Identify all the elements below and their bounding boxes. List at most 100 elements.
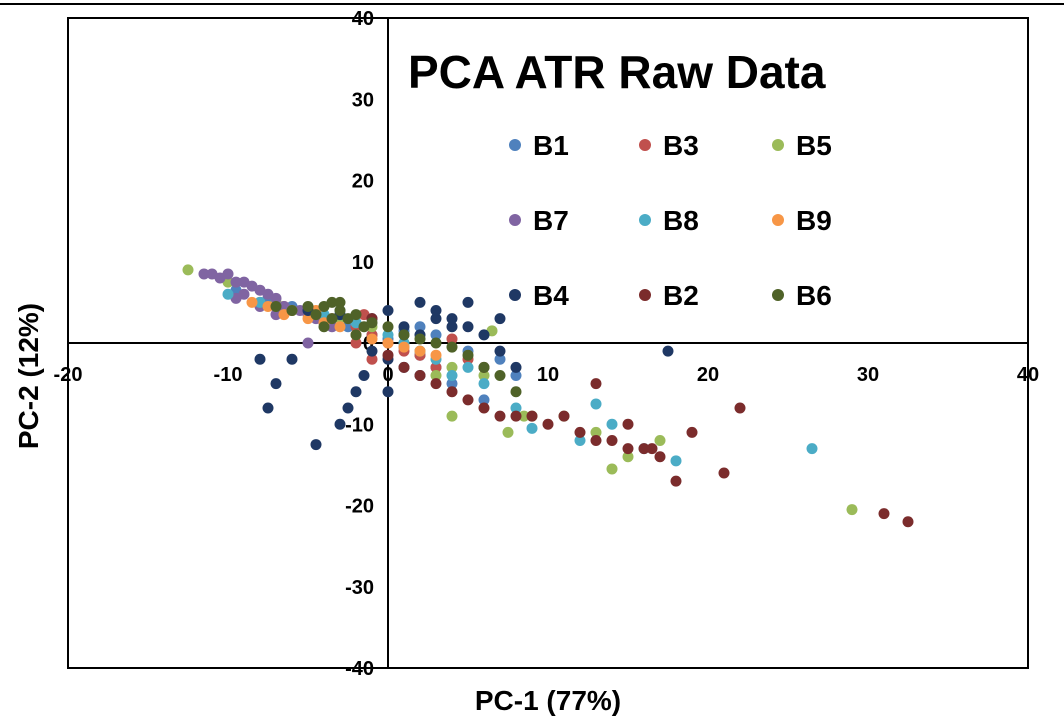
data-point-b2 <box>590 435 602 446</box>
legend-label-b5: B5 <box>796 130 832 161</box>
data-point-b2 <box>622 418 634 430</box>
y-axis-title: PC-2 (12%) <box>13 303 44 449</box>
data-point-b6 <box>310 309 322 321</box>
data-point-b6 <box>510 386 522 398</box>
data-point-b4 <box>334 418 346 430</box>
data-point-b1 <box>446 378 458 390</box>
data-point-b2 <box>526 410 538 422</box>
data-point-b7 <box>270 309 282 321</box>
data-point-b7 <box>222 268 234 280</box>
data-point-b2 <box>606 435 618 446</box>
x-tick-label: 0 <box>382 364 393 386</box>
x-axis-title: PC-1 (77%) <box>475 685 621 716</box>
data-point-b5 <box>182 264 194 276</box>
data-point-b6 <box>286 305 298 316</box>
data-point-b9 <box>334 321 346 333</box>
data-point-b6 <box>366 317 378 329</box>
data-point-b4 <box>262 402 274 414</box>
x-tick-label: -20 <box>54 364 83 386</box>
data-point-b6 <box>326 313 338 325</box>
legend-label-b2: B2 <box>663 280 699 311</box>
data-point-b4 <box>342 402 354 414</box>
data-point-b2 <box>542 418 554 430</box>
data-point-b6 <box>462 349 474 361</box>
data-point-b6 <box>446 341 458 353</box>
data-point-b3 <box>446 333 458 345</box>
data-point-b6 <box>334 305 346 316</box>
legend-marker-b8 <box>639 214 651 226</box>
data-point-b4 <box>494 313 506 325</box>
legend: B1 B3 B5 B7 B8 B9 B4 B2 B6 <box>509 130 832 311</box>
legend-label-b9: B9 <box>796 205 832 236</box>
data-point-b1 <box>494 353 506 365</box>
data-point-b5 <box>622 451 634 463</box>
legend-marker-b7 <box>509 214 521 226</box>
data-point-b4 <box>478 329 490 341</box>
data-point-b2 <box>646 443 658 455</box>
x-tick-label: 20 <box>697 364 719 386</box>
data-point-b4 <box>430 305 442 316</box>
data-point-b9 <box>430 349 442 361</box>
data-point-b4 <box>446 321 458 333</box>
data-point-b9 <box>382 337 394 349</box>
data-point-b6 <box>398 329 410 341</box>
data-point-b9 <box>366 333 378 345</box>
data-point-b5 <box>478 370 490 381</box>
y-tick-label: -30 <box>345 577 374 599</box>
data-points <box>182 264 914 528</box>
data-point-b4 <box>382 386 394 398</box>
data-point-b2 <box>638 443 650 455</box>
data-point-b2 <box>878 508 890 520</box>
data-point-b1 <box>430 329 442 341</box>
data-point-b8 <box>806 443 818 455</box>
x-tick-label: 10 <box>537 364 559 386</box>
data-point-b4 <box>350 386 362 398</box>
x-tick-label: 30 <box>857 364 879 386</box>
legend-marker-b9 <box>772 214 784 226</box>
y-tick-label: -40 <box>345 658 374 680</box>
chart-title: PCA ATR Raw Data <box>408 46 826 98</box>
data-point-b6 <box>430 337 442 349</box>
y-tick-label: 10 <box>352 252 374 274</box>
data-point-b6 <box>414 333 426 345</box>
data-point-b4 <box>446 313 458 325</box>
data-point-b4 <box>462 321 474 333</box>
data-point-b4 <box>510 361 522 373</box>
data-point-b8 <box>222 288 234 300</box>
data-point-b4 <box>358 370 370 381</box>
data-point-b4 <box>366 345 378 357</box>
data-point-b2 <box>558 410 570 422</box>
data-point-b5 <box>446 361 458 373</box>
data-point-b8 <box>574 435 586 446</box>
data-point-b9 <box>262 300 274 312</box>
data-point-b5 <box>430 370 442 381</box>
data-point-b4 <box>254 353 266 365</box>
data-point-b5 <box>518 410 530 422</box>
data-point-b7 <box>270 292 282 304</box>
legend-marker-b3 <box>639 139 651 151</box>
y-tick-label: 20 <box>352 171 374 193</box>
data-point-b4 <box>414 296 426 308</box>
data-point-b2 <box>622 443 634 455</box>
y-tick-label: -10 <box>345 414 374 436</box>
data-point-b2 <box>590 378 602 390</box>
legend-label-b4: B4 <box>533 280 569 311</box>
data-point-b2 <box>654 451 666 463</box>
data-point-b2 <box>686 426 698 438</box>
x-tick-label: 40 <box>1017 364 1039 386</box>
data-point-b4 <box>494 345 506 357</box>
legend-label-b1: B1 <box>533 130 569 161</box>
data-point-b6 <box>494 370 506 381</box>
data-point-b1 <box>478 394 490 406</box>
data-point-b2 <box>446 386 458 398</box>
data-point-b2 <box>494 410 506 422</box>
data-point-b2 <box>478 402 490 414</box>
data-point-b8 <box>526 422 538 434</box>
data-point-b6 <box>270 300 282 312</box>
data-point-b1 <box>414 321 426 333</box>
data-point-b5 <box>590 426 602 438</box>
data-point-b4 <box>398 321 410 333</box>
data-point-b3 <box>366 353 378 365</box>
